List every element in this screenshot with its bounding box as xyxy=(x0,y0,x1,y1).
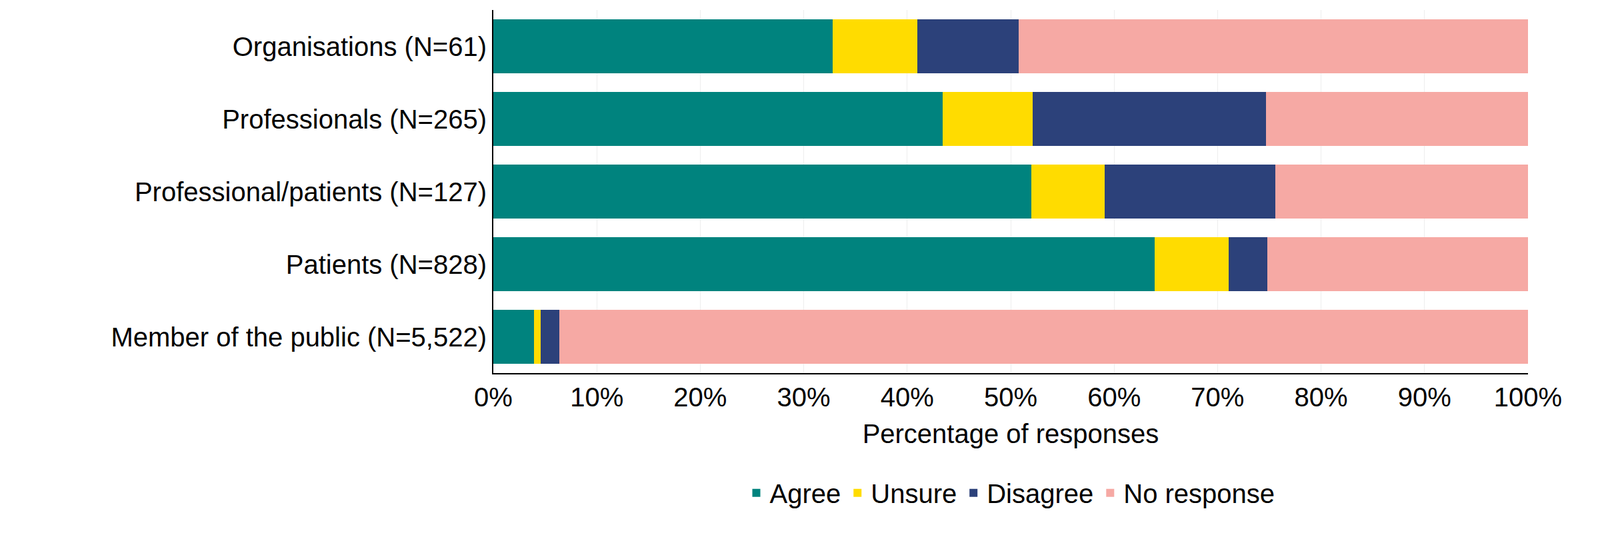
svg-text:60%: 60% xyxy=(1087,382,1141,412)
svg-text:Professionals (N=265): Professionals (N=265) xyxy=(222,104,487,134)
svg-text:Unsure: Unsure xyxy=(870,479,957,509)
svg-text:Member of the public (N=5,522): Member of the public (N=5,522) xyxy=(110,322,487,352)
svg-text:Agree: Agree xyxy=(770,479,842,509)
svg-text:20%: 20% xyxy=(673,382,727,412)
svg-text:No response: No response xyxy=(1123,479,1275,509)
svg-text:70%: 70% xyxy=(1190,382,1244,412)
svg-text:90%: 90% xyxy=(1398,382,1452,412)
svg-text:Patients (N=828): Patients (N=828) xyxy=(286,250,487,280)
svg-text:Percentage of responses: Percentage of responses xyxy=(862,419,1160,449)
svg-text:0%: 0% xyxy=(474,382,513,412)
svg-text:30%: 30% xyxy=(777,382,831,412)
svg-text:40%: 40% xyxy=(880,382,934,412)
svg-text:10%: 10% xyxy=(570,382,624,412)
svg-text:Professional/patients (N=127): Professional/patients (N=127) xyxy=(134,177,487,207)
svg-text:50%: 50% xyxy=(984,382,1038,412)
svg-text:Disagree: Disagree xyxy=(986,479,1094,509)
svg-text:100%: 100% xyxy=(1494,382,1562,412)
svg-text:Organisations (N=61): Organisations (N=61) xyxy=(232,32,487,62)
svg-text:80%: 80% xyxy=(1294,382,1348,412)
